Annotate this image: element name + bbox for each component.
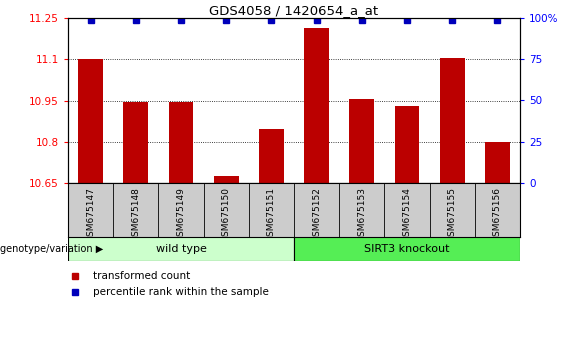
Title: GDS4058 / 1420654_a_at: GDS4058 / 1420654_a_at — [210, 4, 379, 17]
Bar — [440, 58, 464, 183]
Bar — [394, 106, 419, 183]
Text: transformed count: transformed count — [93, 270, 190, 281]
Bar — [68, 237, 294, 261]
Text: genotype/variation ▶: genotype/variation ▶ — [0, 244, 103, 254]
Bar — [78, 59, 103, 183]
Text: SIRT3 knockout: SIRT3 knockout — [364, 244, 450, 254]
Text: GSM675150: GSM675150 — [221, 187, 231, 242]
Bar — [214, 176, 238, 183]
Bar — [168, 102, 193, 183]
Text: GSM675154: GSM675154 — [402, 187, 411, 242]
Text: GSM675149: GSM675149 — [176, 187, 185, 242]
Text: GSM675155: GSM675155 — [447, 187, 457, 242]
Text: GSM675156: GSM675156 — [493, 187, 502, 242]
Text: GSM675152: GSM675152 — [312, 187, 321, 242]
Text: GSM675151: GSM675151 — [267, 187, 276, 242]
Text: percentile rank within the sample: percentile rank within the sample — [93, 287, 269, 297]
Bar — [259, 129, 284, 183]
Bar — [349, 99, 374, 183]
Bar — [304, 28, 329, 183]
Text: GSM675153: GSM675153 — [357, 187, 366, 242]
Text: GSM675148: GSM675148 — [131, 187, 140, 242]
Bar — [123, 102, 148, 183]
Text: wild type: wild type — [155, 244, 206, 254]
Bar — [485, 142, 510, 183]
Bar — [294, 237, 520, 261]
Text: GSM675147: GSM675147 — [86, 187, 95, 242]
